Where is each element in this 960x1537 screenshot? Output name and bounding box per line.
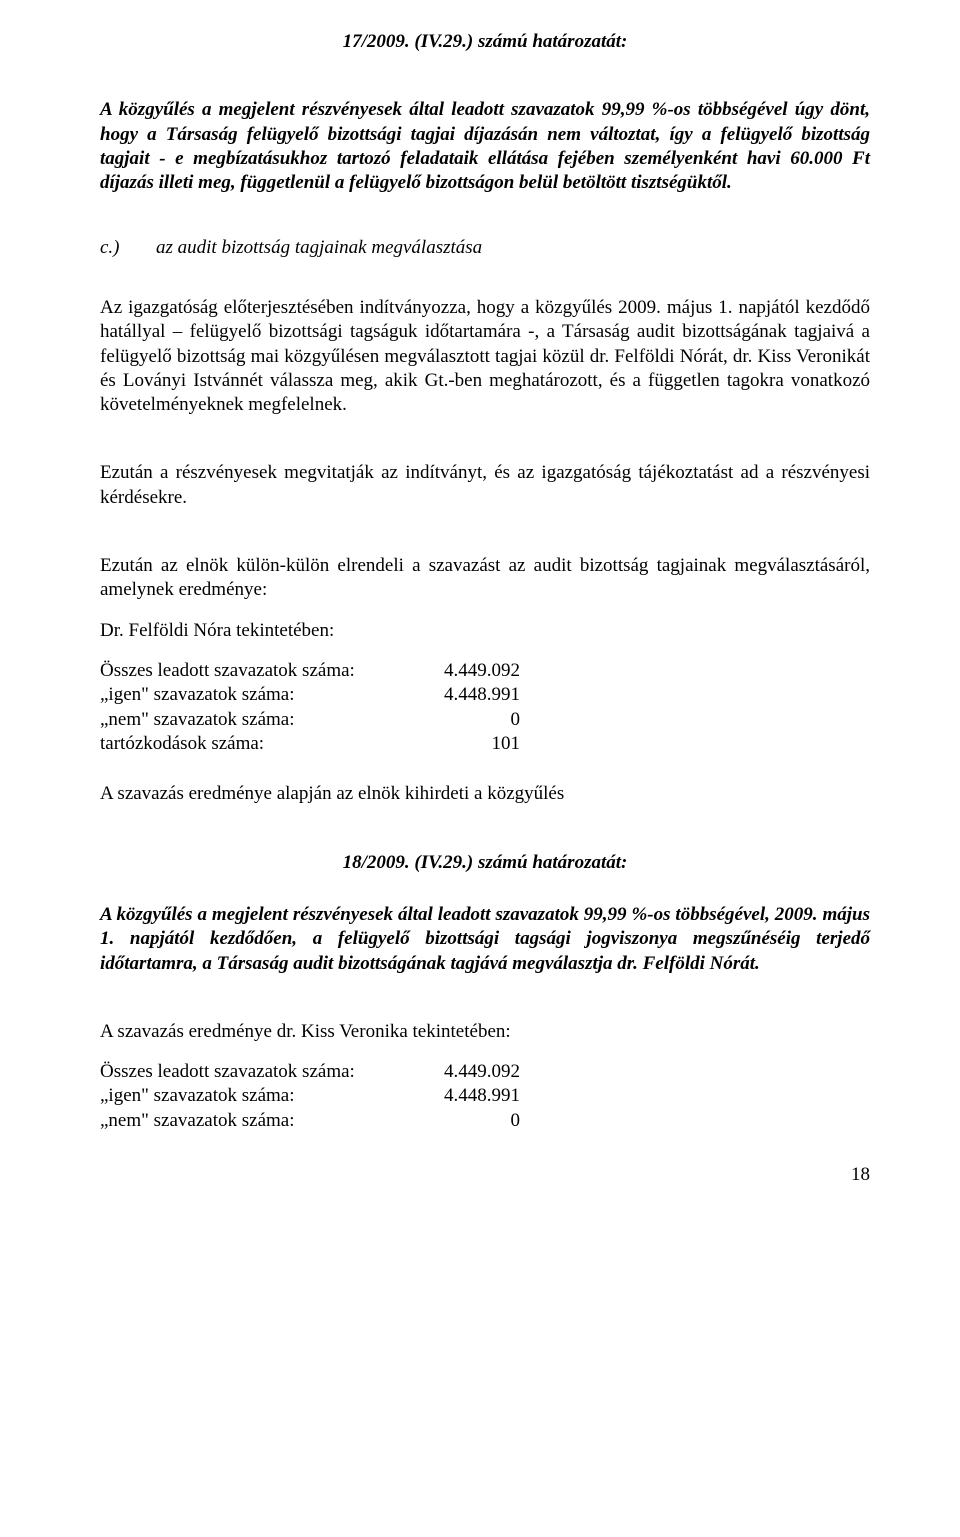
resolution-17-heading: 17/2009. (IV.29.) számú határozatát: (100, 30, 870, 54)
proposal-paragraph: Az igazgatóság előterjesztésében indítvá… (100, 296, 870, 418)
discuss-paragraph: Ezután a részvényesek megvitatják az ind… (100, 461, 870, 510)
list-letter: c.) (100, 236, 128, 260)
announce-paragraph: A szavazás eredménye alapján az elnök ki… (100, 782, 870, 806)
vote-row: Összes leadott szavazatok száma: 4.449.0… (100, 659, 870, 683)
list-item-text: az audit bizottság tagjainak megválasztá… (156, 236, 482, 260)
vote-value-total: 4.449.092 (400, 659, 520, 683)
resolution-18-body: A közgyűlés a megjelent részvényesek ált… (100, 903, 870, 976)
kiss-label: A szavazás eredménye dr. Kiss Veronika t… (100, 1020, 870, 1044)
felfoldi-label: Dr. Felföldi Nóra tekintetében: (100, 619, 870, 643)
vote-value-abstain: 101 (400, 732, 520, 756)
vote-row: tartózkodások száma: 101 (100, 732, 870, 756)
vote-label-yes: „igen" szavazatok száma: (100, 1084, 400, 1108)
vote-value-no: 0 (400, 1109, 520, 1133)
vote-row: „igen" szavazatok száma: 4.448.991 (100, 683, 870, 707)
page-number: 18 (100, 1163, 870, 1187)
resolution-18-heading: 18/2009. (IV.29.) számú határozatát: (100, 851, 870, 875)
vote-label-total: Összes leadott szavazatok száma: (100, 1060, 400, 1084)
vote-value-total: 4.449.092 (400, 1060, 520, 1084)
vote-value-yes: 4.448.991 (400, 1084, 520, 1108)
vote-label-no: „nem" szavazatok száma: (100, 708, 400, 732)
vote-value-yes: 4.448.991 (400, 683, 520, 707)
vote-row: „nem" szavazatok száma: 0 (100, 708, 870, 732)
vote-label-abstain: tartózkodások száma: (100, 732, 400, 756)
vote-order-paragraph: Ezután az elnök külön-külön elrendeli a … (100, 554, 870, 603)
vote-row: Összes leadott szavazatok száma: 4.449.0… (100, 1060, 870, 1084)
vote-row: „igen" szavazatok száma: 4.448.991 (100, 1084, 870, 1108)
resolution-17-body: A közgyűlés a megjelent részvényesek ált… (100, 98, 870, 195)
kiss-vote-table: Összes leadott szavazatok száma: 4.449.0… (100, 1060, 870, 1133)
letter-list: c.) az audit bizottság tagjainak megvála… (100, 236, 870, 260)
vote-label-total: Összes leadott szavazatok száma: (100, 659, 400, 683)
list-item-c: c.) az audit bizottság tagjainak megvála… (100, 236, 870, 260)
vote-row: „nem" szavazatok száma: 0 (100, 1109, 870, 1133)
vote-label-yes: „igen" szavazatok száma: (100, 683, 400, 707)
vote-value-no: 0 (400, 708, 520, 732)
vote-label-no: „nem" szavazatok száma: (100, 1109, 400, 1133)
felfoldi-vote-table: Összes leadott szavazatok száma: 4.449.0… (100, 659, 870, 756)
